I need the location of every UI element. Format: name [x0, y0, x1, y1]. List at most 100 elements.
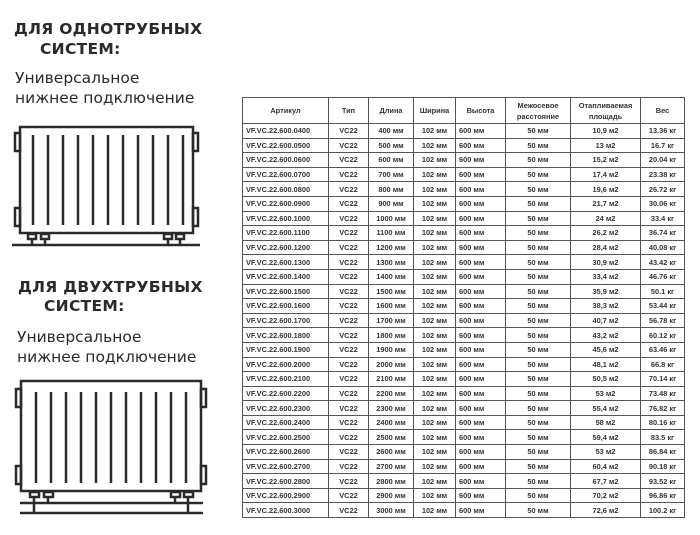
- table-cell: VF.VC.22.600.0400: [242, 123, 329, 139]
- table-cell: 60.12 кг: [640, 327, 685, 343]
- table-cell: 600 мм: [455, 458, 506, 475]
- table-cell: 50 мм: [505, 400, 571, 416]
- table-cell: 100.2 кг: [640, 502, 685, 519]
- section1-title: ДЛЯ ОДНОТРУБНЫХ: [14, 20, 203, 38]
- table-cell: 90.18 кг: [640, 458, 685, 475]
- table-cell: VC22: [328, 298, 369, 314]
- table-cell: 102 мм: [413, 327, 456, 343]
- table-cell: 600 мм: [455, 356, 506, 373]
- table-cell: 30,9 м2: [570, 254, 641, 270]
- table-cell: 102 мм: [413, 283, 456, 300]
- table-cell: 1600 мм: [368, 298, 414, 314]
- table-cell: 600 мм: [455, 327, 506, 343]
- table-cell: 102 мм: [413, 137, 456, 154]
- table-cell: 50 мм: [505, 502, 571, 519]
- table-row: VF.VC.22.600.2100 VC22 2100 мм 102 мм 600 мм…: [242, 371, 685, 387]
- table-cell: VF.VC.22.600.1600: [242, 298, 329, 314]
- table-row: VF.VC.22.600.2200 VC22 2200 мм 102 мм 600 мм…: [242, 385, 685, 402]
- table-cell: VF.VC.22.600.1900: [242, 341, 329, 358]
- table-cell: VC22: [328, 166, 369, 183]
- table-cell: 600 мм: [455, 195, 506, 212]
- table-cell: 38,3 м2: [570, 298, 641, 314]
- table-cell: 900 мм: [368, 195, 414, 212]
- table-row: VF.VC.22.600.1900 VC22 1900 мм 102 мм 600 мм…: [242, 341, 685, 358]
- table-cell: 2700 мм: [368, 458, 414, 475]
- table-row: VF.VC.22.600.2300 VC22 2300 мм 102 мм 600 мм…: [242, 400, 685, 416]
- table-cell: 70.14 кг: [640, 371, 685, 387]
- table-cell: VF.VC.22.600.0600: [242, 152, 329, 168]
- section2-subtitle: Универсальное: [17, 328, 142, 346]
- table-cell: 50 мм: [505, 429, 571, 446]
- table-cell: 1200 мм: [368, 239, 414, 256]
- table-cell: 50 мм: [505, 458, 571, 475]
- table-cell: 50 мм: [505, 341, 571, 358]
- table-row: VF.VC.22.600.1300 VC22 1300 мм 102 мм 600 мм…: [242, 254, 685, 270]
- table-cell: 102 мм: [413, 502, 456, 519]
- table-cell: 102 мм: [413, 225, 456, 241]
- table-row: VF.VC.22.600.2000 VC22 2000 мм 102 мм 600 мм…: [242, 356, 685, 373]
- column-header: Межосевое расстояние: [505, 97, 571, 124]
- radiator-one-pipe-illustration: [12, 125, 200, 247]
- table-cell: VC22: [328, 152, 369, 168]
- table-cell: 16.7 кг: [640, 137, 685, 154]
- table-cell: VC22: [328, 487, 369, 504]
- table-cell: 600 мм: [455, 371, 506, 387]
- table-cell: 86.84 кг: [640, 444, 685, 460]
- table-cell: 102 мм: [413, 385, 456, 402]
- table-cell: 50 мм: [505, 444, 571, 460]
- table-row: VF.VC.22.600.0500 VC22 500 мм 102 мм 600 мм 5…: [242, 137, 685, 154]
- table-cell: 2200 мм: [368, 385, 414, 402]
- table-row: VF.VC.22.600.1700 VC22 1700 мм 102 мм 600 мм…: [242, 312, 685, 329]
- table-cell: 76.82 кг: [640, 400, 685, 416]
- table-cell: VC22: [328, 327, 369, 343]
- section2-title-line2: СИСТЕМ:: [44, 297, 125, 315]
- table-cell: 600 мм: [455, 312, 506, 329]
- table-cell: VC22: [328, 181, 369, 197]
- table-cell: 28,4 м2: [570, 239, 641, 256]
- section2-title: ДЛЯ ДВУХТРУБНЫХ: [18, 278, 203, 296]
- table-cell: VC22: [328, 371, 369, 387]
- table-cell: 35,9 м2: [570, 283, 641, 300]
- table-cell: VC22: [328, 356, 369, 373]
- table-row: VF.VC.22.600.1500 VC22 1500 мм 102 мм 600 мм…: [242, 283, 685, 300]
- table-row: VF.VC.22.600.2700 VC22 2700 мм 102 мм 600 мм…: [242, 458, 685, 475]
- table-cell: 102 мм: [413, 195, 456, 212]
- column-header: Длина: [368, 97, 414, 124]
- table-cell: VC22: [328, 225, 369, 241]
- table-row: VF.VC.22.600.2900 VC22 2900 мм 102 мм 600 мм…: [242, 487, 685, 504]
- table-cell: 53 м2: [570, 385, 641, 402]
- table-cell: VC22: [328, 400, 369, 416]
- table-cell: 56.78 кг: [640, 312, 685, 329]
- column-header: Вес: [640, 97, 685, 124]
- table-cell: 600 мм: [455, 298, 506, 314]
- table-cell: VF.VC.22.600.0900: [242, 195, 329, 212]
- table-cell: VC22: [328, 444, 369, 460]
- table-cell: 50 мм: [505, 137, 571, 154]
- table-cell: 600 мм: [455, 414, 506, 431]
- table-row: VF.VC.22.600.0400 VC22 400 мм 102 мм 600 мм 5…: [242, 123, 685, 139]
- table-cell: 500 мм: [368, 137, 414, 154]
- table-cell: VF.VC.22.600.1200: [242, 239, 329, 256]
- table-row: VF.VC.22.600.0700 VC22 700 мм 102 мм 600 мм 5…: [242, 166, 685, 183]
- table-cell: 600 мм: [368, 152, 414, 168]
- table-row: VF.VC.22.600.1600 VC22 1600 мм 102 мм 600 мм…: [242, 298, 685, 314]
- section1-subtitle: Универсальное: [15, 69, 140, 87]
- table-cell: 600 мм: [455, 473, 506, 489]
- table-cell: 58 м2: [570, 414, 641, 431]
- table-cell: 600 мм: [455, 268, 506, 285]
- table-cell: 53.44 кг: [640, 298, 685, 314]
- table-cell: 600 мм: [455, 283, 506, 300]
- table-cell: 1000 мм: [368, 210, 414, 227]
- table-cell: 1900 мм: [368, 341, 414, 358]
- table-cell: 80.16 кг: [640, 414, 685, 431]
- table-cell: VC22: [328, 268, 369, 285]
- table-cell: VC22: [328, 283, 369, 300]
- table-cell: 102 мм: [413, 414, 456, 431]
- table-cell: VF.VC.22.600.2400: [242, 414, 329, 431]
- table-cell: 50 мм: [505, 473, 571, 489]
- table-cell: VC22: [328, 254, 369, 270]
- table-cell: 102 мм: [413, 371, 456, 387]
- table-cell: VC22: [328, 239, 369, 256]
- radiator-specs-table: Артикул Тип Длина Ширина Высота Межосевое рас…: [242, 97, 685, 519]
- table-cell: 102 мм: [413, 239, 456, 256]
